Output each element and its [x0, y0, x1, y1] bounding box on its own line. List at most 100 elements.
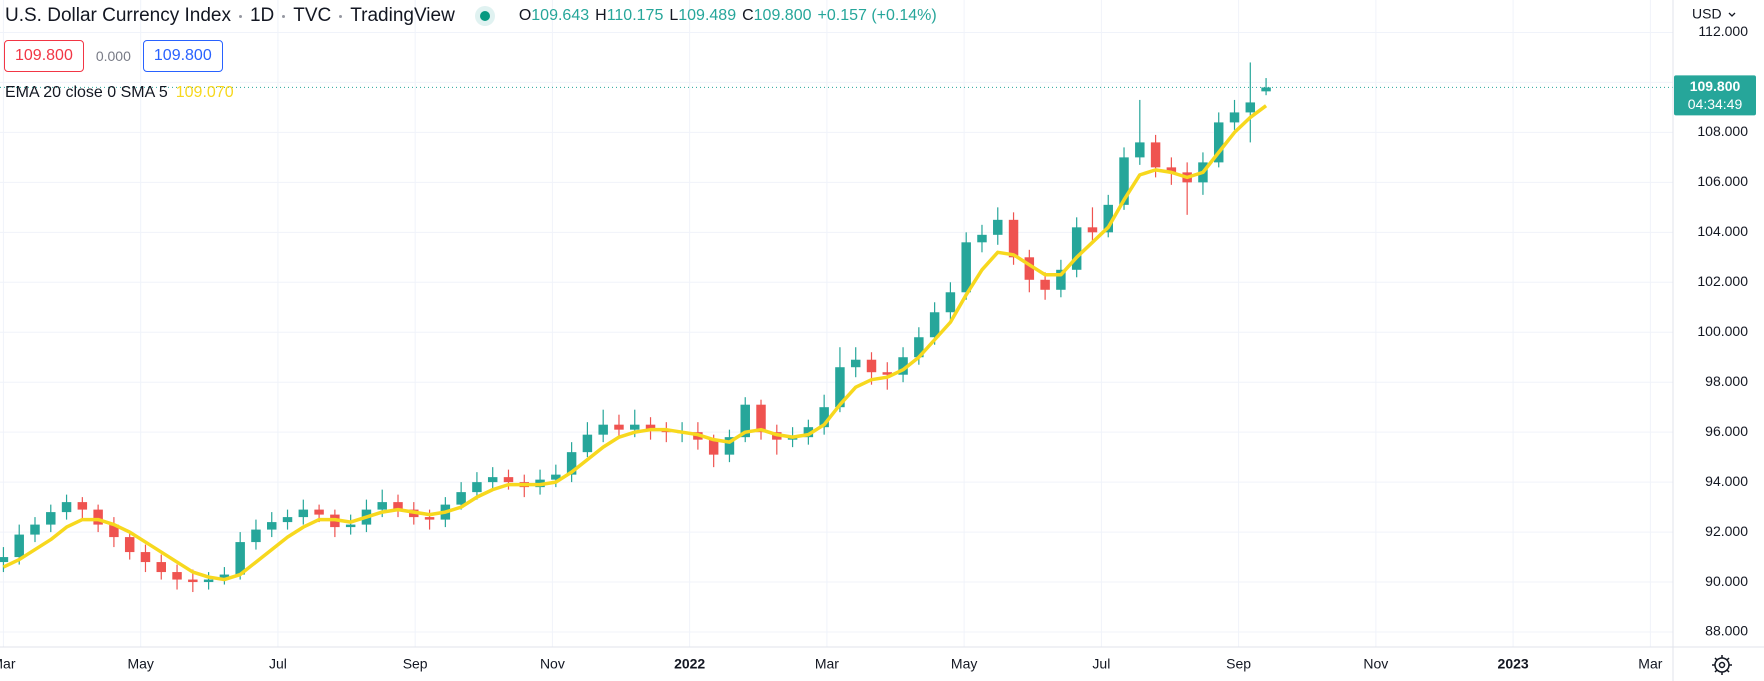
y-tick-label: 98.000: [1705, 373, 1748, 389]
last-price-label: 109.800: [1690, 78, 1741, 94]
separator: [282, 14, 286, 18]
ohlc-name: L: [669, 7, 679, 24]
candle-body: [1056, 269, 1066, 290]
candle-body: [835, 367, 845, 408]
candle-body: [314, 509, 324, 515]
separator: [238, 14, 242, 18]
candle-body: [140, 552, 151, 563]
last-price-box: [1674, 75, 1756, 116]
ohlc-value: 109.489: [678, 7, 737, 24]
ohlc-value: 109.643: [531, 7, 590, 24]
x-tick-label: Sep: [1226, 656, 1251, 672]
candle-body: [377, 502, 387, 510]
settings-icon[interactable]: [1712, 655, 1732, 675]
candle-body: [1261, 87, 1271, 92]
candle-body: [472, 482, 482, 493]
candle-body: [487, 477, 498, 483]
candle-body: [566, 452, 577, 475]
candle-body: [93, 509, 103, 525]
candle-body: [1166, 167, 1177, 173]
candle-body: [345, 524, 356, 528]
candle-body: [708, 439, 719, 455]
candle-body: [630, 424, 640, 430]
y-tick-label: 90.000: [1705, 573, 1748, 589]
x-tick-label: 2022: [674, 656, 705, 672]
candle-body: [393, 502, 403, 510]
source: TVC: [293, 5, 332, 26]
candle-body: [645, 424, 656, 430]
ohlc-high: H110.175: [595, 7, 663, 25]
ema-line: [2, 104, 1268, 582]
candle-body: [977, 234, 987, 243]
candle-body: [882, 372, 893, 375]
x-tick-label: May: [127, 656, 153, 672]
indicator-legend: EMA 20 close 0 SMA 5 109.070: [5, 84, 234, 102]
candle-body: [756, 404, 766, 433]
y-tick-label: 104.000: [1697, 223, 1748, 239]
indicator-name[interactable]: EMA 20 close 0 SMA 5: [5, 84, 168, 101]
candle-body: [1103, 204, 1113, 233]
candle-body: [1071, 227, 1082, 270]
x-tick-label: May: [951, 656, 977, 672]
ohlc-close: C109.800: [742, 7, 811, 25]
candle-body: [267, 522, 277, 530]
buy-price[interactable]: 109.800: [142, 40, 223, 72]
candle-body: [14, 534, 24, 558]
candle-body: [614, 424, 624, 430]
currency-label: USD: [1692, 6, 1722, 22]
separator: [339, 14, 343, 18]
candle-body: [298, 509, 309, 518]
market-status[interactable]: [474, 6, 495, 26]
candle-body: [219, 574, 230, 580]
candle-body: [898, 357, 908, 375]
x-tick-label: 2023: [1498, 656, 1529, 672]
change: +0.157 (+0.14%): [817, 7, 937, 24]
ohlc-value: 109.800: [753, 7, 812, 24]
indicator-value: 109.070: [175, 84, 234, 101]
candle-body: [914, 337, 924, 358]
candle-body: [172, 572, 182, 580]
candle-body: [46, 512, 56, 525]
candle-body: [1024, 257, 1035, 280]
y-tick-label: 94.000: [1705, 473, 1748, 489]
candle-body: [803, 427, 814, 438]
x-tick-label: Nov: [1363, 656, 1388, 672]
interval[interactable]: 1D: [249, 5, 275, 26]
candle-body: [109, 524, 119, 538]
candle-body: [282, 517, 293, 523]
candle-body: [61, 502, 72, 513]
candle-body: [993, 219, 1003, 235]
currency-chevron[interactable]: [1728, 12, 1736, 17]
candle-body: [582, 434, 593, 453]
y-tick-label: 92.000: [1705, 523, 1748, 539]
candles: [0, 62, 1673, 593]
x-tick-label: Nov: [540, 656, 565, 672]
candle-body: [456, 492, 466, 505]
grid: [0, 0, 1673, 647]
candle-body: [1135, 142, 1145, 158]
y-tick-label: 106.000: [1697, 173, 1748, 189]
candle-body: [1213, 122, 1224, 163]
ohlc-value: 110.175: [606, 7, 664, 24]
symbol-title[interactable]: U.S. Dollar Currency Index: [5, 5, 231, 26]
y-tick-label: 100.000: [1697, 323, 1748, 339]
candle-body: [740, 404, 750, 438]
candle-body: [235, 542, 245, 575]
x-tick-label: Jul: [269, 656, 287, 672]
candle-body: [1119, 157, 1129, 205]
ohlc-name: O: [518, 7, 532, 24]
candle-body: [961, 242, 971, 293]
candle-body: [1087, 227, 1098, 233]
x-tick-label: Sep: [403, 656, 428, 672]
symbol-header: U.S. Dollar Currency Index 1D TVC Tradin…: [5, 5, 937, 27]
candle-body: [124, 537, 135, 553]
y-tick-label: 88.000: [1705, 623, 1748, 639]
platform: TradingView: [350, 5, 455, 26]
y-tick-label: 102.000: [1697, 273, 1748, 289]
y-tick-label: 96.000: [1705, 423, 1748, 439]
sell-price[interactable]: 109.800: [4, 40, 84, 72]
candle-body: [929, 312, 940, 338]
candle-body: [866, 359, 877, 373]
x-tick-label: Mar: [815, 656, 839, 672]
